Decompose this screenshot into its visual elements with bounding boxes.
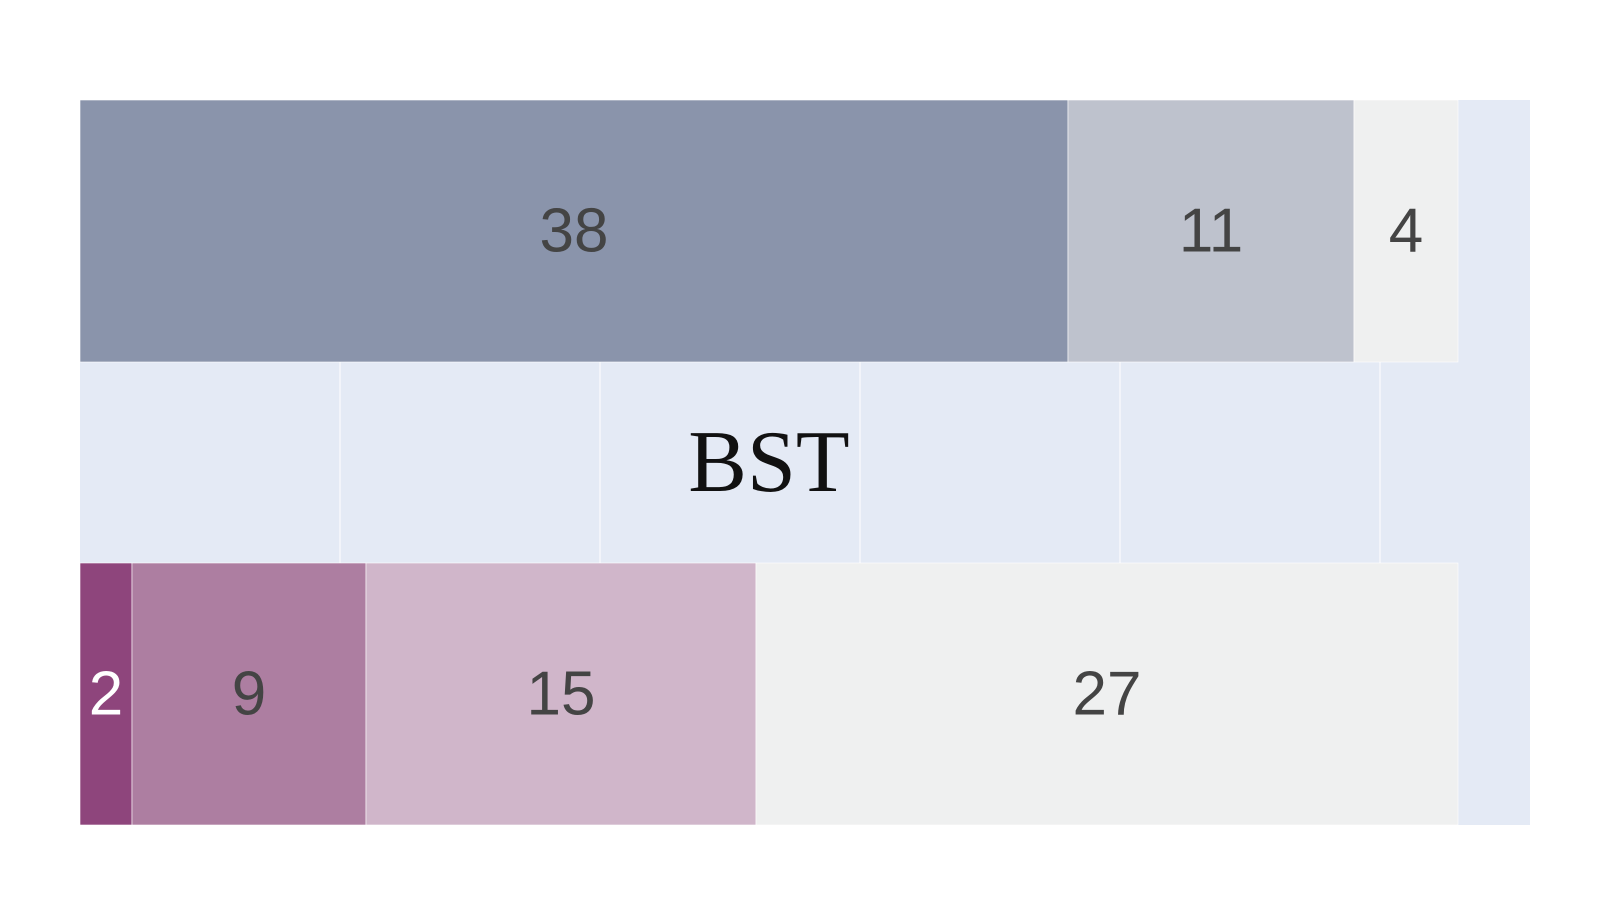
bar-segments: [79, 99, 1459, 826]
chart-title: BST: [688, 414, 849, 511]
bar-segment: [79, 99, 1069, 363]
data-label: 15: [527, 660, 596, 729]
data-label: 2: [89, 660, 123, 729]
data-label: 11: [1179, 197, 1243, 266]
data-labels: 38 11 4 2 9 15 27: [89, 197, 1423, 729]
data-label: 27: [1073, 660, 1142, 729]
data-label: 38: [540, 197, 609, 266]
bar-segment: [1067, 99, 1355, 363]
bar-segment: [365, 562, 757, 826]
bar-segment: [131, 562, 367, 826]
data-label: 9: [232, 660, 266, 729]
data-label: 4: [1389, 197, 1423, 266]
bar-segment: [1353, 99, 1459, 363]
bar-segment: [755, 562, 1459, 826]
